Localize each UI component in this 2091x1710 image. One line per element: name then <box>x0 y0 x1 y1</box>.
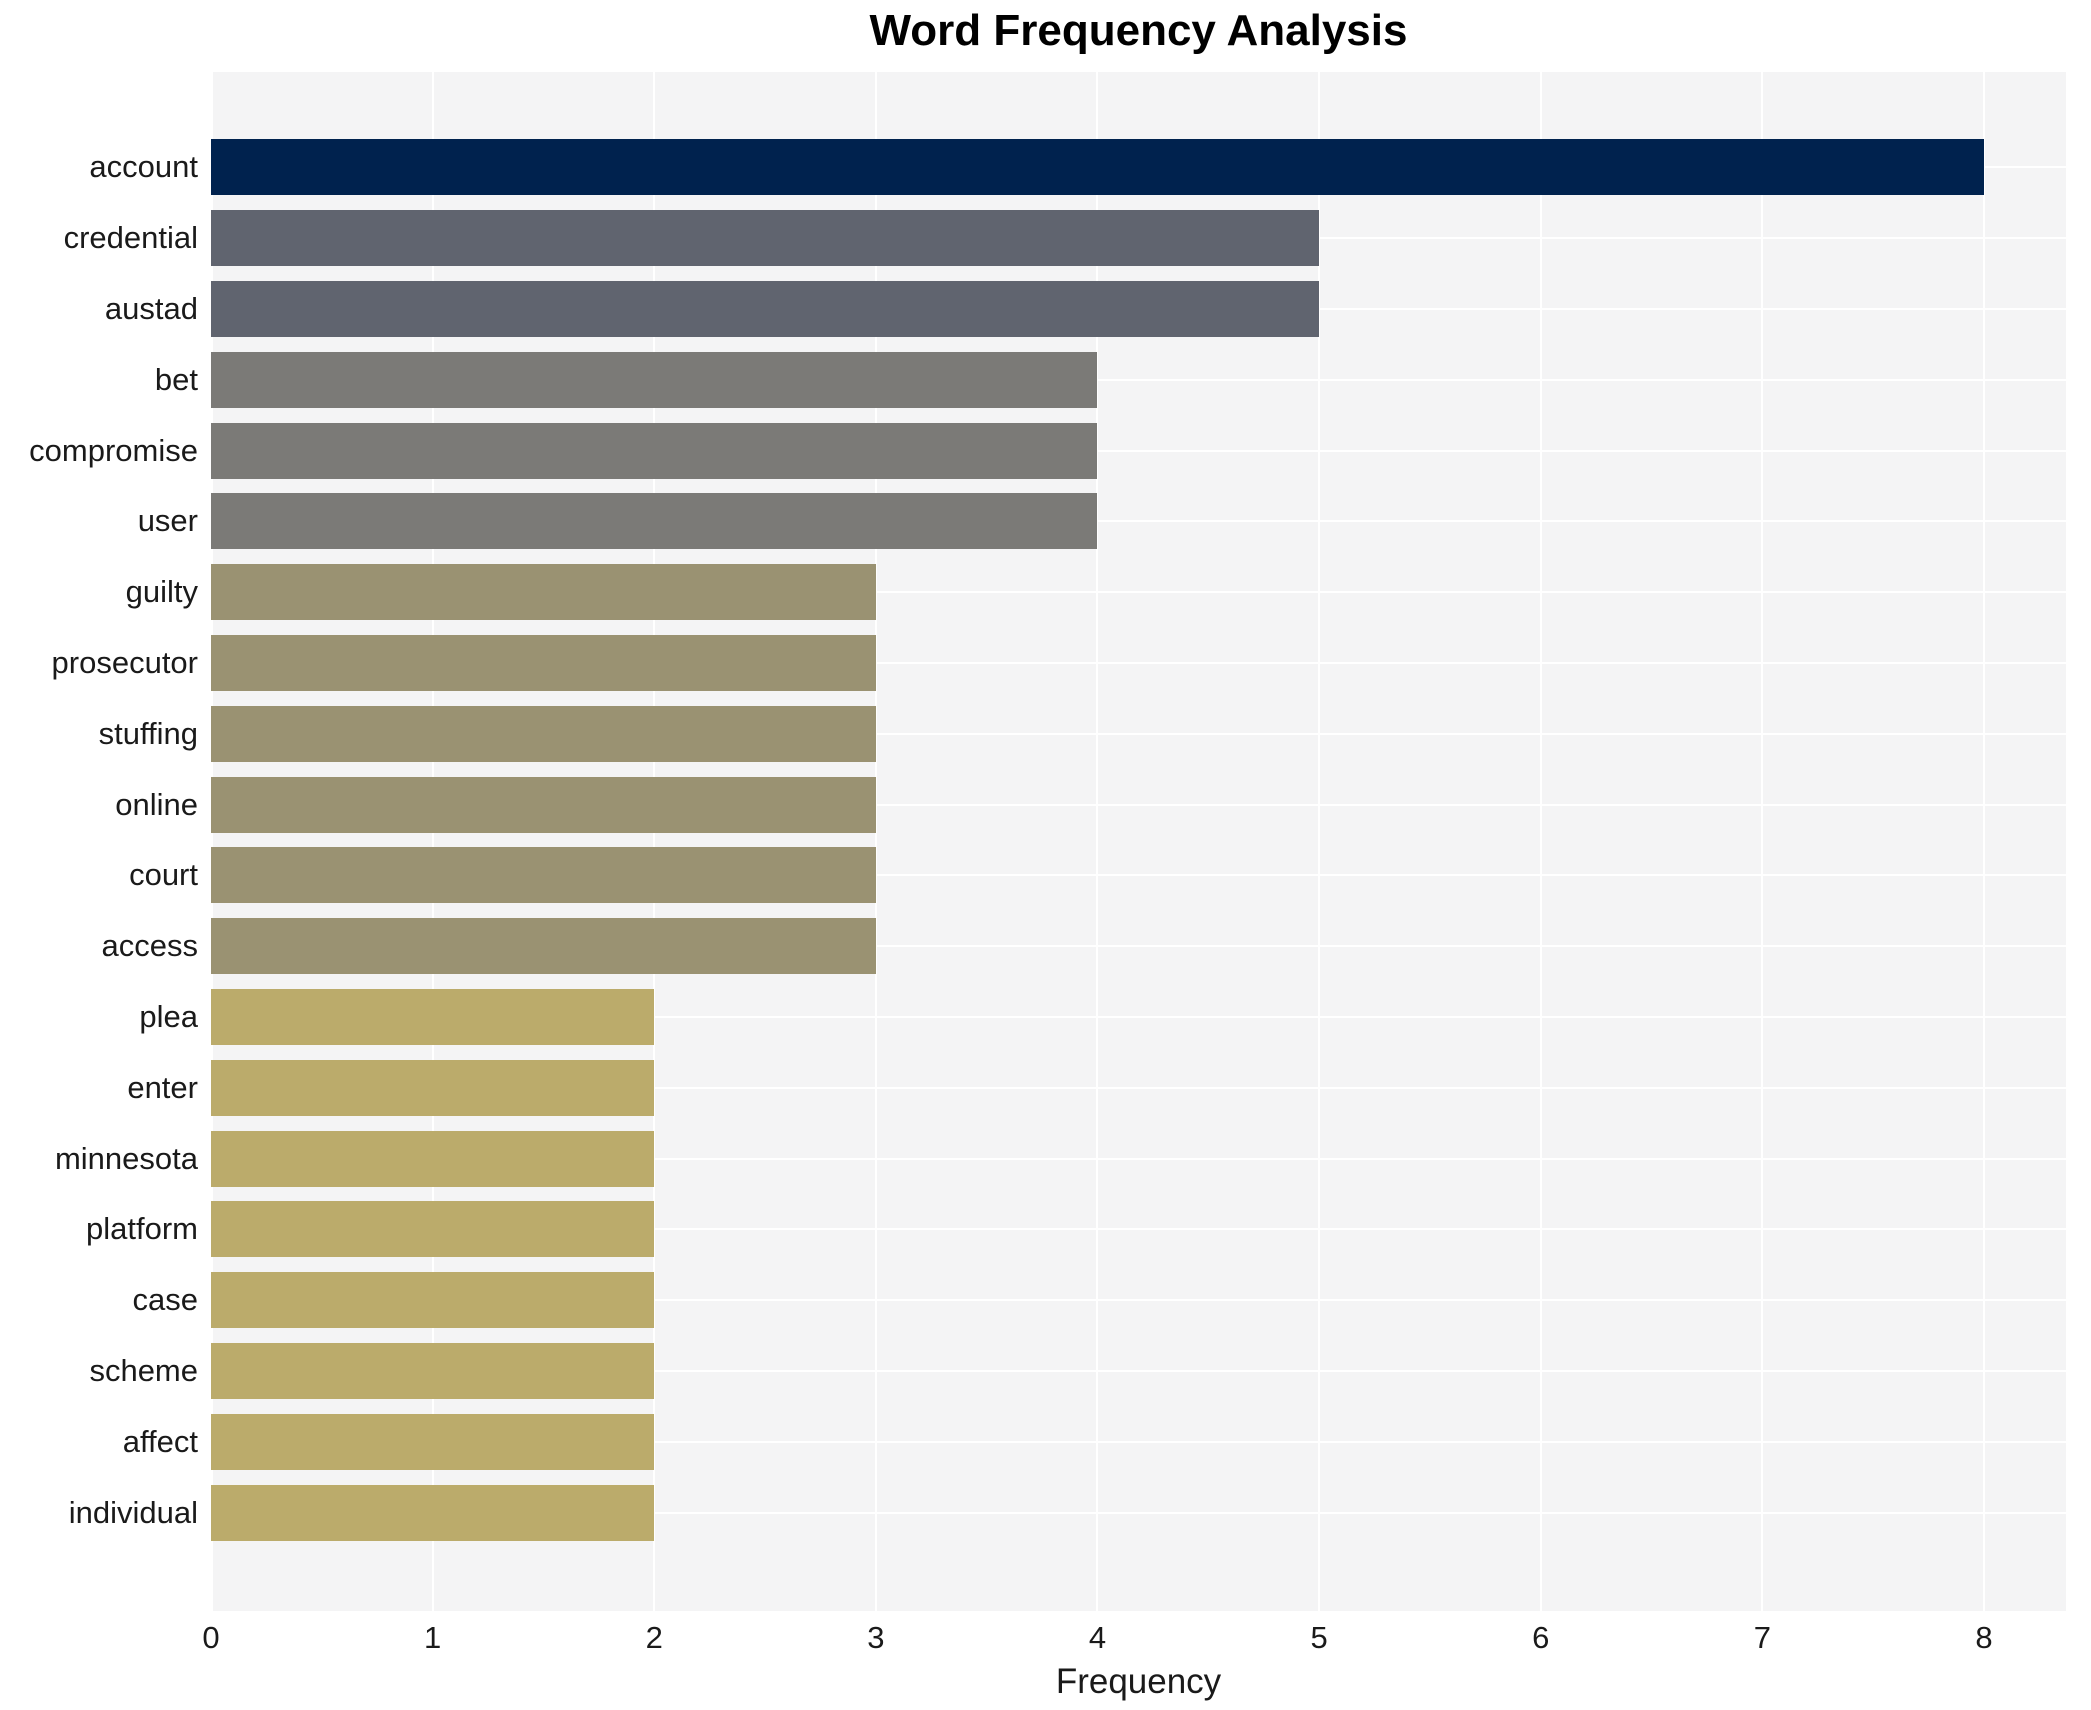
y-tick-label: bet <box>154 361 198 397</box>
bar-online <box>211 776 876 833</box>
bar-enter <box>211 1059 655 1116</box>
y-tick-label: access <box>101 928 198 964</box>
bar-stuffing <box>211 705 876 762</box>
y-gridline <box>211 1157 2066 1160</box>
x-gridline <box>1096 72 1099 1611</box>
y-gridline <box>211 1086 2066 1089</box>
y-tick-label: scheme <box>89 1353 198 1388</box>
bar-court <box>211 847 876 904</box>
y-tick-label: user <box>137 503 198 539</box>
y-tick-label: prosecutor <box>51 645 198 680</box>
x-axis-title: Frequency <box>1055 1662 1222 1701</box>
y-gridline <box>211 1228 2066 1231</box>
x-tick-label: 2 <box>645 1620 663 1655</box>
y-tick-label: compromise <box>29 432 198 468</box>
x-gridline <box>1539 72 1542 1611</box>
y-tick-label: enter <box>127 1069 198 1105</box>
x-gridline <box>1318 72 1321 1611</box>
bar-compromise <box>211 422 1098 479</box>
y-tick-label: plea <box>139 999 198 1034</box>
y-gridline <box>211 1299 2066 1302</box>
y-gridline <box>211 732 2066 735</box>
x-gridline <box>1982 72 1985 1611</box>
bar-plea <box>211 989 655 1045</box>
bar-credential <box>211 210 1320 267</box>
x-tick-label: 3 <box>867 1620 885 1655</box>
bar-access <box>211 918 876 975</box>
y-gridline <box>211 591 2066 594</box>
bar-minnesota <box>211 1130 655 1187</box>
y-tick-label: stuffing <box>98 715 198 751</box>
x-gridline <box>211 72 213 1611</box>
y-tick-label: minnesota <box>54 1140 198 1176</box>
y-tick-label: affect <box>122 1423 198 1459</box>
y-tick-label: online <box>115 786 198 822</box>
bar-individual <box>211 1484 655 1541</box>
x-gridline <box>431 72 434 1611</box>
x-axis-ticks: 0 1 2 3 4 5 6 7 8 <box>0 1620 2091 1660</box>
x-tick-label: 0 <box>202 1620 220 1655</box>
y-gridline <box>211 874 2066 877</box>
bar-austad <box>211 281 1320 337</box>
y-gridline <box>211 662 2066 664</box>
y-gridline <box>211 449 2066 452</box>
y-gridline <box>211 1370 2066 1372</box>
x-tick-label: 4 <box>1088 1620 1107 1655</box>
plot-area <box>211 72 2066 1611</box>
y-tick-label: guilty <box>125 574 198 610</box>
y-gridline <box>211 378 2066 381</box>
y-axis-labels: account credential austad bet compromise user… <box>0 72 198 1611</box>
y-tick-label: individual <box>68 1494 198 1530</box>
y-gridline <box>211 520 2066 523</box>
y-gridline <box>211 803 2066 806</box>
y-gridline <box>211 1511 2066 1514</box>
y-gridline <box>211 945 2066 948</box>
y-tick-label: credential <box>63 220 198 256</box>
bar-user <box>211 493 1098 550</box>
y-tick-label: platform <box>86 1211 198 1247</box>
bar-case <box>211 1272 655 1329</box>
x-gridline <box>874 72 877 1611</box>
y-gridline <box>211 1016 2066 1018</box>
x-tick-label: 7 <box>1753 1620 1771 1655</box>
bar-account <box>211 139 1984 196</box>
chart-title: Word Frequency Analysis <box>869 6 1408 55</box>
bar-platform <box>211 1201 655 1258</box>
y-tick-label: austad <box>104 291 198 326</box>
bar-prosecutor <box>211 635 876 691</box>
x-gridline <box>653 72 656 1611</box>
bar-bet <box>211 351 1098 408</box>
y-tick-label: court <box>129 857 198 893</box>
bar-scheme <box>211 1343 655 1399</box>
x-gridline <box>1761 72 1764 1611</box>
x-tick-label: 6 <box>1532 1620 1550 1655</box>
x-tick-label: 1 <box>423 1620 442 1655</box>
y-tick-label: account <box>89 149 198 185</box>
bar-affect <box>211 1413 655 1470</box>
y-tick-label: case <box>132 1282 198 1318</box>
x-tick-label: 5 <box>1310 1620 1328 1655</box>
bar-guilty <box>211 564 876 621</box>
y-gridline <box>211 1440 2066 1443</box>
x-tick-label: 8 <box>1975 1620 1993 1655</box>
